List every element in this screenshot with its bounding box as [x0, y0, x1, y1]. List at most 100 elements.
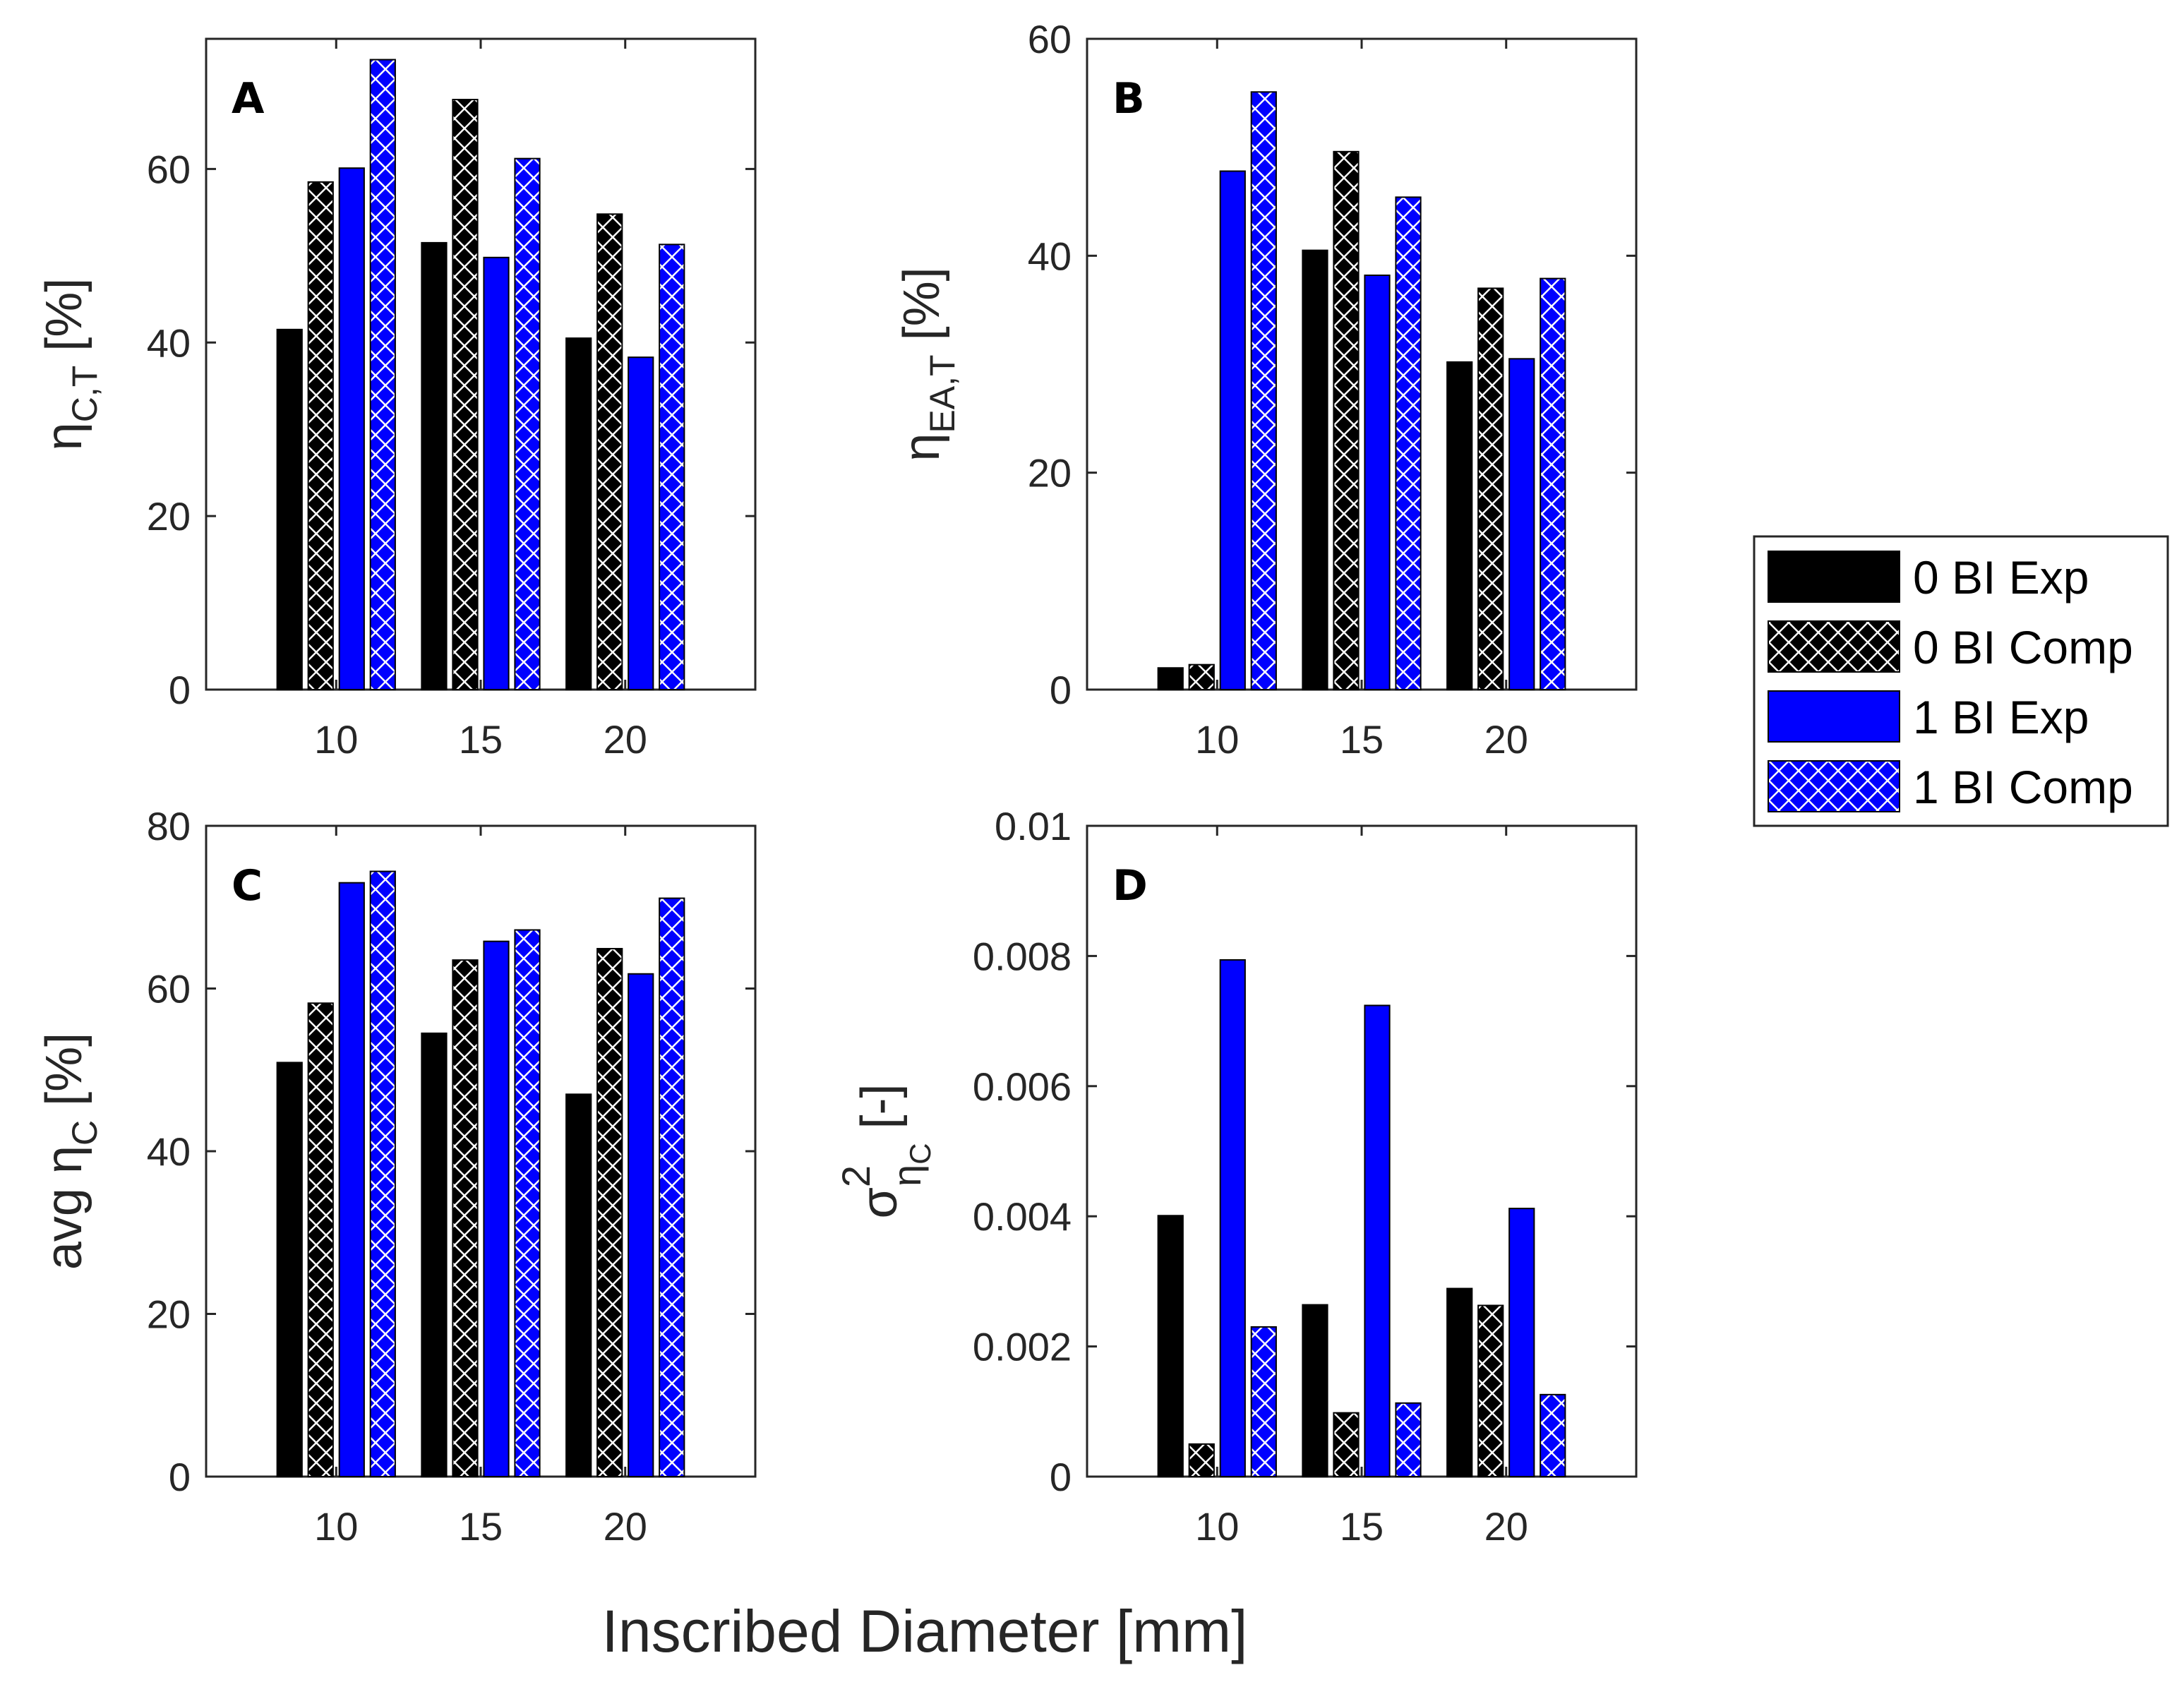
panel-c-bar-0-bi-exp-10	[276, 1062, 303, 1477]
panel-b-bar-1-bi-comp-10	[1250, 91, 1277, 690]
panel-a-ylabel: ηC,T [%]	[36, 278, 104, 451]
panel-d-ytick-label-1: 0.002	[973, 1325, 1072, 1369]
panel-d-bar-0-bi-comp-20	[1477, 1304, 1504, 1478]
panel-c-ytick-label-0: 0	[169, 1455, 191, 1499]
panel-c-bar-0-bi-comp-20	[596, 948, 623, 1477]
panel-a-bar-1-bi-comp-10	[369, 59, 396, 690]
panel-c-ytick-label-1: 20	[147, 1292, 191, 1337]
panel-a-ytick-label-0: 0	[169, 668, 191, 712]
panel-c-bar-0-bi-exp-15	[421, 1032, 448, 1477]
figure-xlabel: Inscribed Diameter [mm]	[602, 1598, 1248, 1664]
panel-b-ytick-label-0: 0	[1050, 668, 1072, 712]
panel-b-bar-0-bi-comp-15	[1333, 150, 1360, 690]
legend-swatch-1-bi-comp	[1768, 760, 1900, 812]
panel-d-bar-0-bi-exp-10	[1157, 1215, 1184, 1477]
panel-c-bar-0-bi-comp-15	[452, 959, 479, 1477]
panel-c-bar-1-bi-exp-10	[338, 882, 365, 1478]
panel-d-ytick-label-0: 0	[1050, 1455, 1072, 1499]
panel-d-bar-0-bi-exp-20	[1446, 1287, 1473, 1477]
panel-a-bar-1-bi-comp-20	[659, 244, 685, 690]
panel-b-bar-0-bi-comp-10	[1188, 663, 1215, 691]
panel-d-ytick-label-4: 0.008	[973, 934, 1072, 978]
panel-a-bar-0-bi-comp-15	[452, 99, 479, 690]
panel-a: 0 20 40 60 10 15 20 AηC,T [%]	[36, 37, 757, 762]
panel-b-xtick-label-0: 10	[1195, 717, 1239, 762]
panel-d-xtick-label-2: 20	[1484, 1504, 1528, 1549]
panel-a-xtick-label-2: 20	[604, 717, 647, 762]
legend-swatch-1-bi-exp	[1768, 690, 1900, 743]
panel-d-letter: D	[1112, 861, 1148, 911]
panel-b-bar-0-bi-exp-20	[1446, 361, 1473, 691]
panel-d-ytick-label-5: 0.01	[995, 804, 1072, 848]
panel-d-xtick-label-0: 10	[1195, 1504, 1239, 1549]
panel-b-ytick-label-2: 40	[1028, 234, 1072, 278]
panel-a-bar-0-bi-exp-10	[276, 328, 303, 690]
panel-b-bar-0-bi-comp-20	[1477, 287, 1504, 690]
panels-layer: 0 20 40 60 10 15 20 AηC,T [%] 0 20 40 60 10 15 20 BηEA,…	[36, 17, 1638, 1549]
panel-b-xtick-label-2: 20	[1484, 717, 1528, 762]
panel-d-bar-0-bi-comp-10	[1188, 1443, 1215, 1478]
legend: 0 BI Exp 0 BI Comp 1 BI Exp 1 BI Comp	[1753, 535, 2169, 827]
panel-b-bar-1-bi-comp-20	[1540, 277, 1566, 690]
panel-c-xtick-label-0: 10	[314, 1504, 358, 1549]
legend-label-1-bi-comp: 1 BI Comp	[1913, 761, 2133, 813]
panel-d-ytick-label-3: 0.006	[973, 1064, 1072, 1109]
panel-c-ylabel: avg ηC [%]	[36, 1033, 104, 1270]
panel-c-xtick-label-2: 20	[604, 1504, 647, 1549]
panel-d-ytick-label-2: 0.004	[973, 1194, 1072, 1239]
panel-b-letter: B	[1112, 74, 1145, 124]
panel-b-bar-1-bi-exp-20	[1508, 358, 1535, 690]
legend-label-0-bi-exp: 0 BI Exp	[1913, 551, 2089, 603]
panel-a-bar-0-bi-comp-10	[307, 181, 334, 690]
panel-c-bar-1-bi-exp-20	[628, 973, 654, 1477]
panel-a-xtick-label-0: 10	[314, 717, 358, 762]
panel-c-xtick-label-1: 15	[459, 1504, 503, 1549]
panel-d-bar-0-bi-comp-15	[1333, 1412, 1360, 1478]
panel-b-bar-1-bi-exp-15	[1364, 274, 1391, 690]
panel-d-bar-1-bi-exp-10	[1219, 959, 1246, 1477]
panel-c-ytick-label-2: 40	[147, 1129, 191, 1174]
panel-c-bar-1-bi-exp-15	[483, 940, 510, 1477]
panel-b-xtick-label-1: 15	[1340, 717, 1384, 762]
panel-a-bar-0-bi-comp-20	[596, 213, 623, 691]
panel-c-bar-0-bi-comp-10	[307, 1002, 334, 1477]
panel-a-ytick-label-1: 20	[147, 494, 191, 539]
panel-a-bar-1-bi-exp-10	[338, 167, 365, 691]
panel-d-bar-0-bi-exp-15	[1302, 1304, 1328, 1478]
panel-c-ytick-label-3: 60	[147, 967, 191, 1011]
panel-b-bar-0-bi-exp-15	[1302, 249, 1328, 690]
panel-d-bar-1-bi-comp-10	[1250, 1326, 1277, 1477]
panel-b-ytick-label-1: 20	[1028, 451, 1072, 495]
panel-a-bar-0-bi-exp-15	[421, 241, 448, 691]
legend-swatch-0-bi-exp	[1768, 551, 1900, 603]
panel-d-bar-1-bi-exp-15	[1364, 1004, 1391, 1478]
panel-a-bar-0-bi-exp-20	[565, 337, 592, 690]
panel-c-bar-0-bi-exp-20	[565, 1093, 592, 1477]
legend-swatch-0-bi-comp	[1768, 620, 1900, 673]
panel-a-ytick-label-3: 60	[147, 147, 191, 191]
panel-b-ylabel: ηEA,T [%]	[894, 267, 962, 461]
panel-a-bar-1-bi-comp-15	[514, 157, 541, 690]
panel-a-xtick-label-1: 15	[459, 717, 503, 762]
panel-a-bar-1-bi-exp-20	[628, 356, 654, 690]
panel-a-ytick-label-2: 40	[147, 320, 191, 365]
panel-c-ytick-label-4: 80	[147, 804, 191, 848]
panel-c-bar-1-bi-comp-15	[514, 929, 541, 1477]
panel-d-xtick-label-1: 15	[1340, 1504, 1384, 1549]
panel-c-bar-1-bi-comp-20	[659, 897, 685, 1477]
panel-d-bar-1-bi-exp-20	[1508, 1208, 1535, 1477]
panel-b-bar-1-bi-comp-15	[1395, 196, 1422, 690]
legend-label-1-bi-exp: 1 BI Exp	[1913, 691, 2089, 743]
panel-d-axes-box	[1086, 824, 1638, 1478]
panel-d: 0 0.002 0.004 0.006 0.008 0.01 10 15 20 Dσ2 ηC [-]	[834, 804, 1638, 1549]
panel-b-bar-0-bi-exp-10	[1157, 667, 1184, 690]
panel-d-bar-1-bi-comp-15	[1395, 1402, 1422, 1477]
panel-c-bar-1-bi-comp-10	[369, 870, 396, 1478]
panel-c-letter: C	[232, 861, 263, 911]
panel-b-ytick-label-3: 60	[1028, 17, 1072, 61]
panel-a-letter: A	[232, 74, 265, 124]
panel-b-bar-1-bi-exp-10	[1219, 170, 1246, 690]
